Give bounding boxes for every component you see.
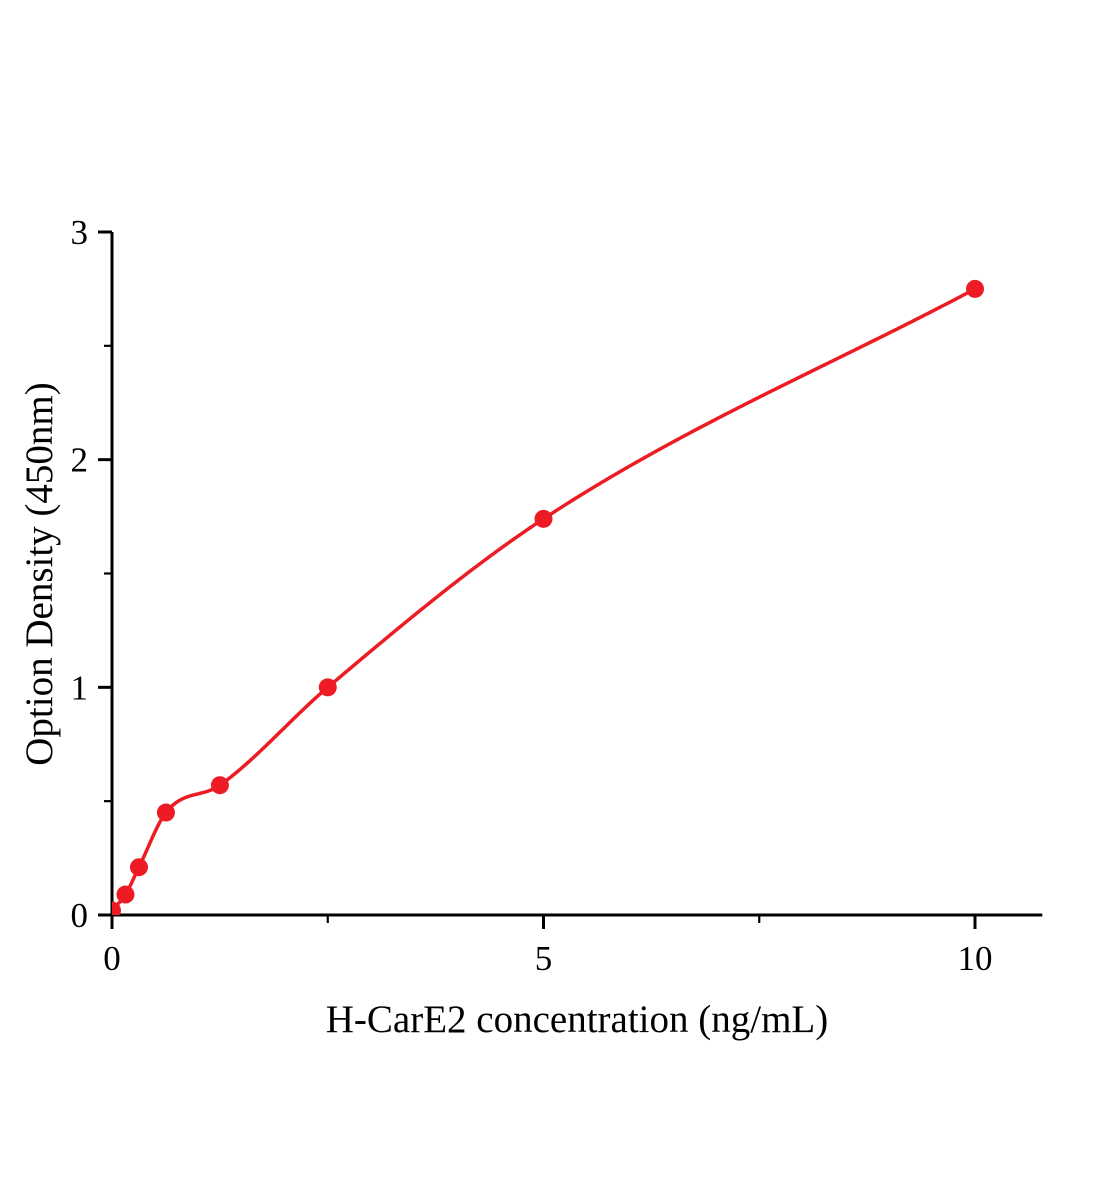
y-tick-label: 3 <box>71 213 89 252</box>
data-point <box>129 858 148 877</box>
axes <box>110 231 1043 917</box>
x-tick-label: 0 <box>103 939 121 978</box>
y-tick-label: 2 <box>71 441 89 480</box>
tick-labels: 0 5 10 0 1 2 3 <box>71 213 993 978</box>
fit-curve <box>112 287 977 913</box>
axis-spines <box>110 231 1043 917</box>
x-axis-title: H-CarE2 concentration (ng/mL) <box>326 998 829 1041</box>
y-tick-label: 0 <box>71 896 89 935</box>
data-point <box>318 678 337 697</box>
data-point <box>116 885 135 904</box>
y-tick-label: 1 <box>71 668 89 707</box>
data-point <box>210 776 229 795</box>
x-tick-label: 5 <box>535 939 553 978</box>
y-axis-title: Option Density (450nm) <box>18 382 61 765</box>
axis-ticks <box>98 230 977 929</box>
x-tick-label: 10 <box>958 939 993 978</box>
data-series <box>112 279 984 915</box>
data-point <box>966 279 984 298</box>
data-point <box>156 803 175 822</box>
data-point <box>112 901 121 915</box>
data-point <box>534 509 553 528</box>
